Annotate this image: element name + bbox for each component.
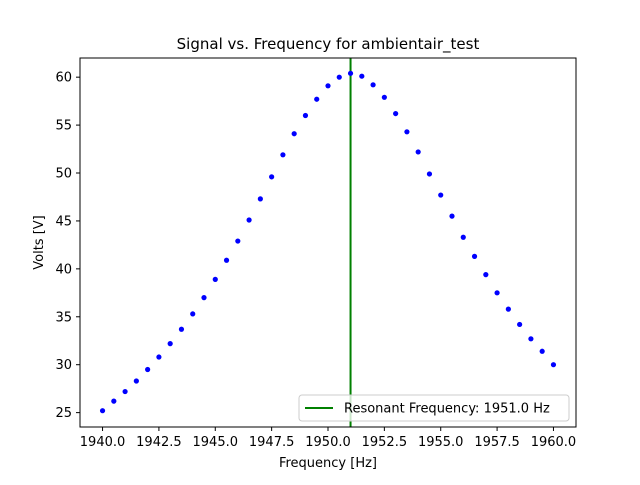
data-point	[111, 398, 117, 404]
x-tick-label: 1952.5	[362, 435, 408, 450]
data-point	[370, 82, 376, 88]
data-point	[156, 354, 162, 360]
data-point	[280, 152, 286, 158]
x-tick-label: 1942.5	[136, 435, 182, 450]
data-point	[347, 70, 354, 76]
y-tick-label: 50	[55, 167, 72, 182]
y-axis-label: Volts [V]	[32, 215, 47, 270]
x-tick-label: 1957.5	[474, 435, 520, 450]
data-point	[291, 131, 297, 137]
plot-frame	[79, 57, 577, 428]
data-point	[550, 362, 557, 368]
y-tick-label: 45	[55, 214, 72, 229]
data-point	[438, 192, 444, 198]
data-points-layer	[99, 70, 557, 414]
data-point	[381, 94, 387, 100]
data-point	[359, 73, 365, 79]
data-point	[393, 110, 399, 117]
data-point	[483, 272, 489, 278]
data-point	[325, 83, 331, 89]
x-tick-label: 1947.5	[249, 435, 295, 450]
data-point	[133, 378, 139, 384]
x-tick-label: 1955.0	[418, 435, 464, 450]
data-point	[257, 196, 263, 202]
data-point	[190, 311, 196, 317]
data-point	[460, 234, 466, 240]
x-tick-label: 1940.0	[80, 435, 126, 450]
data-point	[426, 171, 433, 177]
legend-box	[298, 394, 570, 422]
chart-title: Signal vs. Frequency for ambientair_test	[177, 35, 480, 54]
y-tick-label: 25	[55, 406, 72, 421]
y-axis-ticks: 25 30 35 40 45 50 55 60	[55, 71, 80, 421]
data-point	[122, 388, 128, 395]
data-point	[246, 217, 252, 223]
data-point	[145, 366, 151, 373]
x-tick-label: 1960.0	[531, 435, 577, 450]
data-point	[178, 326, 185, 332]
data-point	[212, 276, 218, 282]
data-point	[517, 321, 523, 328]
data-point	[314, 96, 320, 102]
data-point	[404, 129, 410, 135]
y-tick-label: 35	[55, 310, 72, 325]
data-point	[539, 348, 545, 354]
data-point	[269, 174, 275, 180]
data-point	[336, 74, 342, 80]
y-tick-label: 55	[55, 119, 72, 134]
data-point	[449, 213, 455, 219]
legend: Resonant Frequency: 1951.0 Hz	[298, 394, 570, 422]
legend-label: Resonant Frequency: 1951.0 Hz	[344, 402, 550, 417]
y-tick-label: 40	[55, 262, 72, 277]
x-tick-label: 1950.0	[305, 435, 351, 450]
x-tick-label: 1945.0	[193, 435, 239, 450]
data-point	[471, 253, 478, 259]
x-axis-ticks: 1940.0 1942.5 1945.0 1947.5 1950.0 1952.5 1955…	[80, 427, 576, 450]
data-point	[99, 408, 106, 414]
data-point	[302, 112, 309, 119]
data-point	[415, 149, 421, 155]
plot-area	[80, 58, 576, 427]
y-tick-label: 30	[55, 358, 72, 373]
x-axis-label: Frequency [Hz]	[279, 456, 377, 471]
data-point	[167, 341, 173, 347]
data-point	[494, 290, 500, 296]
data-point	[505, 306, 511, 312]
data-point	[528, 336, 534, 342]
data-point	[201, 295, 207, 301]
y-tick-label: 60	[55, 71, 72, 86]
data-point	[223, 257, 230, 263]
data-point	[235, 238, 241, 244]
